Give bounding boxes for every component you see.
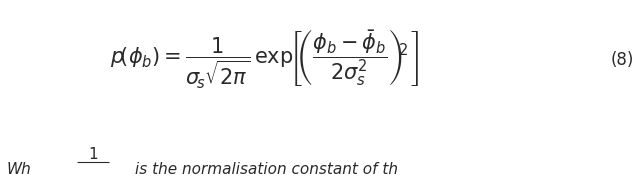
Text: 1: 1 bbox=[89, 147, 98, 162]
Text: Wh: Wh bbox=[6, 162, 31, 177]
Text: $p\!\left(\phi_b\right) = \dfrac{1}{\sigma_{\!s}\sqrt{2\pi}}\,\mathrm{exp}\!\lef: $p\!\left(\phi_b\right) = \dfrac{1}{\sig… bbox=[109, 28, 419, 91]
Text: (8): (8) bbox=[611, 51, 634, 68]
Text: is the normalisation constant of th: is the normalisation constant of th bbox=[135, 162, 398, 177]
